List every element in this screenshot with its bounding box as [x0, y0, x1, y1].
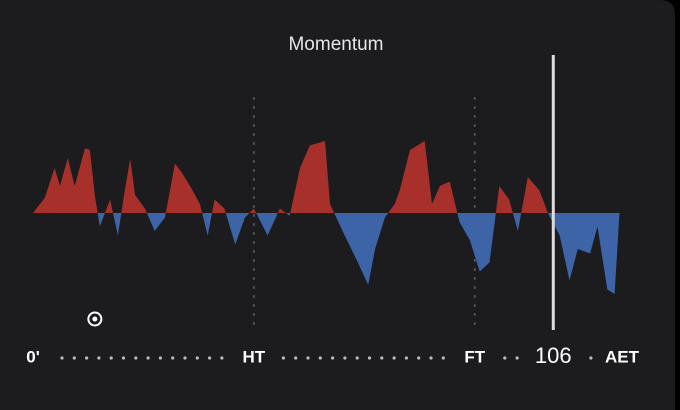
x-tick-label: FT — [464, 347, 485, 366]
axis-dot — [97, 356, 101, 360]
axis-dot — [60, 356, 64, 360]
axis-dot — [134, 356, 138, 360]
axis-dot — [72, 356, 76, 360]
axis-dot — [158, 356, 162, 360]
axis-dot — [146, 356, 150, 360]
axis-dot — [171, 356, 175, 360]
axis-dot — [429, 356, 433, 360]
axis-dot — [318, 356, 322, 360]
axis-dot — [392, 356, 396, 360]
chart-title: Momentum — [288, 34, 383, 55]
x-tick-label: HT — [243, 347, 266, 366]
axis-dot — [85, 356, 89, 360]
axis-dot — [441, 356, 445, 360]
axis-dot — [306, 356, 310, 360]
momentum-area-negative — [33, 213, 620, 294]
axis-dot — [343, 356, 347, 360]
axis-dot — [515, 356, 519, 360]
axis-dot — [281, 356, 285, 360]
goal-icon — [87, 311, 103, 327]
axis-dot — [417, 356, 421, 360]
axis-dot — [208, 356, 212, 360]
axis-dot — [355, 356, 359, 360]
current-minute-label: 106 — [535, 343, 572, 368]
axis-dot — [109, 356, 113, 360]
axis-dot — [220, 356, 224, 360]
axis-dot — [195, 356, 199, 360]
x-tick-label: AET — [605, 347, 640, 366]
x-tick-label: 0' — [26, 347, 40, 366]
axis-dot — [331, 356, 335, 360]
axis-dot — [380, 356, 384, 360]
axis-dot — [294, 356, 298, 360]
axis-dot — [183, 356, 187, 360]
axis-dot — [589, 356, 593, 360]
axis-dot — [503, 356, 507, 360]
axis-dot — [367, 356, 372, 360]
momentum-area-positive — [33, 141, 620, 213]
axis-dot — [121, 356, 126, 360]
axis-dot — [404, 356, 408, 360]
goal-icon-center — [92, 316, 98, 322]
